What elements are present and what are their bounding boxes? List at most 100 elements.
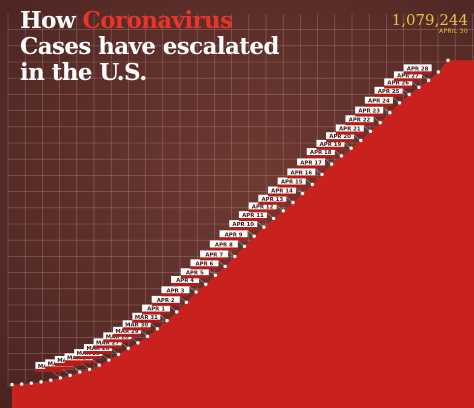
- date-box: [200, 250, 229, 258]
- date-box: [297, 158, 326, 166]
- date-label: APR 22: [349, 117, 371, 123]
- date-label: APR 4: [176, 278, 194, 284]
- date-box-subbar: [238, 218, 267, 222]
- date-box-subbar: [83, 351, 112, 355]
- date-label: APR 8: [215, 242, 233, 248]
- title-prefix: How: [20, 7, 83, 34]
- date-box: [258, 194, 287, 202]
- date-box: [190, 259, 219, 267]
- date-label: APR 2: [157, 298, 175, 304]
- data-point: [136, 341, 140, 345]
- date-box-subbar: [316, 146, 345, 150]
- date-box: [112, 326, 141, 334]
- date-box-subbar: [112, 333, 141, 337]
- data-point: [310, 182, 315, 187]
- data-point: [446, 58, 450, 62]
- data-point: [58, 376, 63, 380]
- data-point: [213, 273, 218, 278]
- date-box: [355, 106, 384, 114]
- date-box-subbar: [364, 103, 393, 107]
- date-label: APR 25: [378, 89, 400, 95]
- date-label: MAR 30: [125, 322, 148, 328]
- title-accent: Coronavirus: [82, 7, 233, 34]
- date-box: [132, 312, 161, 320]
- data-point: [252, 234, 256, 238]
- date-box: [238, 211, 267, 219]
- date-box: [248, 202, 277, 210]
- date-label: APR 3: [166, 288, 184, 294]
- date-box-subbar: [171, 282, 200, 286]
- date-box-subbar: [74, 356, 103, 360]
- total-cases-callout: 1,079,244 APRIL 30: [392, 12, 468, 36]
- date-label: APR 1: [147, 307, 165, 313]
- date-label: APR 23: [358, 109, 380, 115]
- date-box-subbar: [64, 360, 93, 364]
- date-label: APR 24: [368, 99, 390, 105]
- data-point: [417, 85, 421, 90]
- data-point: [155, 327, 160, 331]
- date-box: [403, 64, 432, 72]
- data-point: [39, 380, 43, 384]
- date-box: [171, 275, 200, 283]
- date-box-subbar: [345, 122, 374, 126]
- date-label: APR 10: [232, 222, 254, 228]
- data-point: [145, 334, 150, 339]
- date-box: [374, 86, 403, 94]
- date-box: [335, 124, 364, 132]
- date-box-subbar: [200, 257, 229, 261]
- data-point: [407, 92, 411, 97]
- data-point: [320, 172, 324, 177]
- date-box-subbar: [393, 78, 422, 82]
- date-box-subbar: [103, 339, 132, 343]
- date-label: APR 21: [339, 127, 361, 133]
- date-box: [151, 295, 180, 303]
- data-point: [204, 282, 208, 286]
- data-point: [242, 244, 247, 249]
- date-box-subbar: [326, 139, 355, 143]
- data-point: [223, 264, 227, 269]
- cases-area: [12, 60, 474, 408]
- data-point: [97, 363, 101, 367]
- date-box-subbar: [258, 201, 287, 205]
- date-box-subbar: [180, 275, 209, 279]
- date-box-subbar: [54, 362, 83, 366]
- data-point: [78, 370, 82, 374]
- date-box: [393, 71, 422, 79]
- data-point: [87, 367, 92, 372]
- date-box: [209, 240, 238, 248]
- date-box-subbar: [287, 175, 316, 179]
- date-box-subbar: [306, 155, 335, 159]
- date-label: APR 9: [225, 232, 243, 238]
- date-box-subbar: [403, 71, 432, 75]
- date-box-subbar: [277, 184, 306, 188]
- data-point: [10, 382, 14, 387]
- date-label: APR 14: [271, 188, 293, 194]
- data-point: [126, 346, 130, 351]
- date-box-subbar: [151, 302, 180, 306]
- date-box-subbar: [267, 193, 296, 197]
- data-point: [359, 138, 363, 143]
- date-label: APR 19: [320, 142, 342, 148]
- date-box-subbar: [142, 311, 171, 315]
- data-point: [291, 200, 295, 205]
- total-cases-value: 1,079,244: [391, 11, 468, 29]
- date-label: APR 16: [291, 170, 313, 176]
- date-label: APR 27: [397, 73, 419, 79]
- date-label: MAR 26: [86, 346, 109, 352]
- title-line-3: in the U.S.: [20, 59, 147, 86]
- data-point: [436, 70, 441, 74]
- date-box-subbar: [93, 345, 122, 349]
- data-point: [175, 310, 179, 314]
- date-box-subbar: [161, 293, 190, 297]
- date-box: [306, 148, 335, 156]
- date-label: APR 11: [242, 213, 264, 219]
- data-point: [116, 352, 121, 357]
- data-point: [19, 382, 24, 386]
- data-point: [349, 146, 353, 150]
- date-box-subbar: [384, 85, 413, 89]
- data-point: [271, 216, 276, 221]
- date-box-subbar: [35, 368, 64, 372]
- data-point: [165, 318, 169, 323]
